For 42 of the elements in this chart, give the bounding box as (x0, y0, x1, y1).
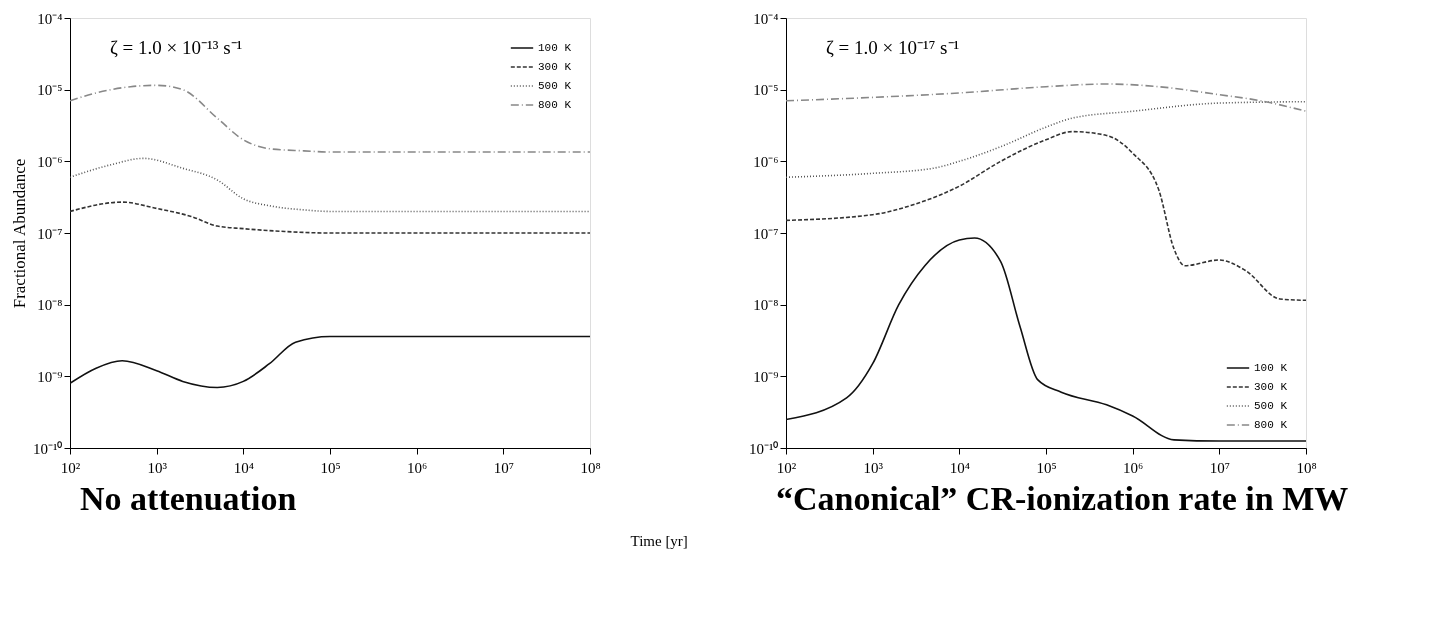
legend-label: 800 K (538, 99, 572, 111)
legend-label: 100 K (1254, 362, 1288, 374)
x-tick-label: 10⁵ (1036, 459, 1057, 476)
legend-label: 300 K (1254, 381, 1288, 393)
x-tick-label: 10² (60, 459, 81, 476)
y-tick-label: 10⁻⁸ (753, 297, 779, 314)
x-tick-label: 10⁵ (320, 459, 341, 476)
y-tick-label: 10⁻⁶ (37, 153, 63, 170)
annotation: ζ = 1.0 × 10⁻¹⁷ s⁻¹ (826, 37, 960, 58)
legend-label: 500 K (538, 80, 572, 92)
y-tick-label: 10⁻⁷ (37, 225, 63, 242)
x-tick-label: 10⁴ (233, 459, 254, 476)
y-tick-label: 10⁻⁹ (37, 368, 63, 385)
y-tick-label: 10⁻⁵ (37, 82, 63, 99)
legend-label: 100 K (538, 42, 572, 54)
x-tick-label: 10⁷ (493, 459, 514, 476)
legend-label: 300 K (538, 61, 572, 73)
x-tick-label: 10³ (147, 459, 168, 476)
x-tick-label: 10² (776, 459, 797, 476)
x-tick-label: 10⁶ (407, 459, 428, 476)
y-axis-title: Fractional Abundance (10, 158, 29, 309)
x-tick-label: 10⁴ (949, 459, 970, 476)
x-tick-label: 10⁶ (1123, 459, 1144, 476)
y-tick-label: 10⁻⁶ (753, 153, 779, 170)
y-tick-label: 10⁻¹⁰ (749, 440, 779, 457)
y-tick-label: 10⁻¹⁰ (33, 440, 63, 457)
legend-label: 800 K (1254, 419, 1288, 431)
y-tick-label: 10⁻⁸ (37, 297, 63, 314)
text: No attenuation (80, 480, 297, 517)
y-tick-label: 10⁻⁹ (753, 368, 779, 385)
legend-label: 500 K (1254, 400, 1288, 412)
x-tick-label: 10⁷ (1209, 459, 1230, 476)
y-tick-label: 10⁻⁴ (753, 10, 779, 27)
y-tick-label: 10⁻⁴ (37, 10, 63, 27)
x-tick-label: 10⁸ (1296, 459, 1317, 476)
x-axis-title: Time [yr] (630, 532, 688, 549)
text: “Canonical” CR-ionization rate in MW (776, 480, 1349, 517)
x-tick-label: 10³ (863, 459, 884, 476)
y-tick-label: 10⁻⁷ (753, 225, 779, 242)
annotation: ζ = 1.0 × 10⁻¹³ s⁻¹ (110, 37, 243, 58)
y-tick-label: 10⁻⁵ (753, 82, 779, 99)
x-tick-label: 10⁸ (580, 459, 601, 476)
